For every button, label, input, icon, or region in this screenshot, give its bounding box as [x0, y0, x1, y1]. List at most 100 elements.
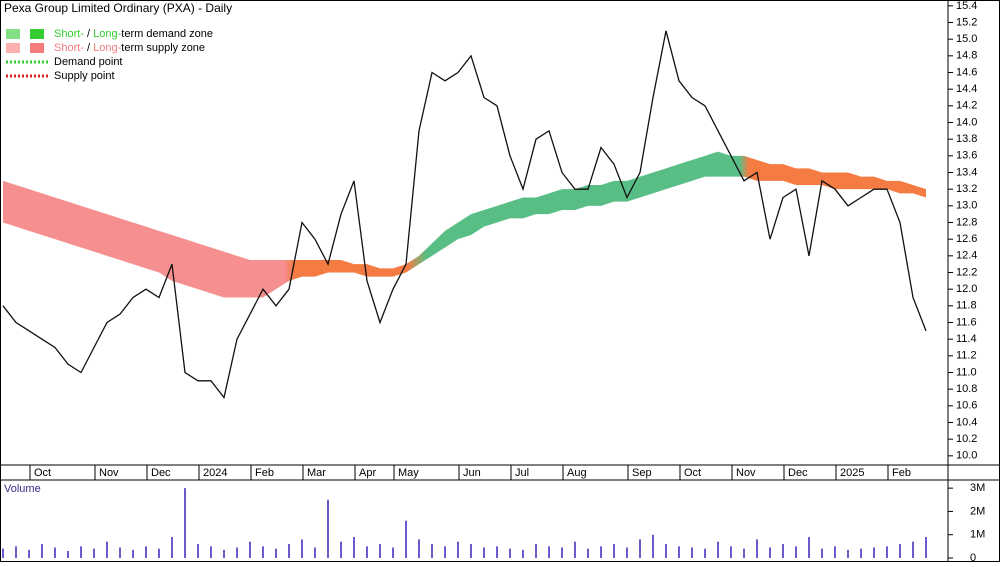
y-tick-label: 12.2 [956, 266, 977, 278]
price-line [2, 30, 927, 399]
y-tick-label: 14.4 [956, 83, 977, 95]
y-tick-label: 11.6 [956, 316, 977, 328]
volume-bar [457, 541, 459, 558]
volume-bar [756, 539, 758, 558]
volume-bar [301, 539, 303, 558]
volume-bar [54, 547, 56, 558]
legend-swatch [6, 29, 20, 39]
long-term-zone [3, 151, 926, 298]
y-tick-label: 12.0 [956, 283, 977, 295]
volume-bar [548, 546, 550, 558]
y-tick-label: 13.0 [956, 200, 977, 212]
volume-bar [379, 544, 381, 558]
y-tick-label: 12.8 [956, 216, 977, 228]
volume-bar [561, 547, 563, 558]
legend-swatch [30, 43, 44, 53]
legend-part: term demand zone [121, 28, 213, 40]
legend-text: Short- / Long-term demand zone [54, 28, 213, 40]
y-tick-label: 14.8 [956, 50, 977, 62]
x-tick-label: Dec [788, 467, 808, 479]
x-tick-label: Apr [359, 467, 376, 479]
y-tick-label: 1M [970, 529, 985, 541]
volume-bar [444, 546, 446, 558]
y-tick-label: 14.2 [956, 100, 977, 112]
y-tick-label: 13.8 [956, 133, 977, 145]
volume-bar [132, 549, 134, 558]
volume-bar [535, 544, 537, 558]
volume-bar [470, 544, 472, 558]
y-tick-label: 0 [970, 552, 976, 562]
volume-bar [184, 488, 186, 558]
y-tick-label: 10.2 [956, 433, 977, 445]
x-tick-label: Oct [34, 467, 51, 479]
x-tick-label: Jun [463, 467, 481, 479]
volume-bar [730, 546, 732, 558]
volume-bar [145, 546, 147, 558]
legend-swatch [6, 43, 20, 53]
panel-title: Volume [4, 483, 41, 495]
legend-part: / [84, 42, 93, 54]
volume-bar [717, 541, 719, 558]
y-tick-label: 10.0 [956, 450, 977, 462]
volume-bar [704, 548, 706, 558]
x-tick-label: Mar [307, 467, 326, 479]
y-tick-label: 15.0 [956, 33, 977, 45]
volume-bar [392, 547, 394, 558]
legend-part: / [84, 28, 93, 40]
legend-part: Short- [54, 28, 84, 40]
volume-bar [119, 547, 121, 558]
volume-bar [587, 548, 589, 558]
volume-bar [80, 546, 82, 558]
volume-bar [171, 537, 173, 558]
y-tick-label: 10.4 [956, 416, 977, 428]
volume-bar [574, 541, 576, 558]
y-tick-label: 13.6 [956, 150, 977, 162]
y-tick-label: 15.2 [956, 16, 977, 28]
volume-bar [314, 547, 316, 558]
y-tick-label: 11.8 [956, 300, 977, 312]
y-tick-label: 2M [970, 505, 985, 517]
volume-bar [106, 541, 108, 558]
volume-bar [288, 544, 290, 558]
volume-bar [782, 544, 784, 558]
volume-bar [275, 548, 277, 558]
volume-bar [639, 539, 641, 558]
volume-bar [522, 549, 524, 558]
y-tick-label: 3M [970, 482, 985, 494]
legend-part: Short- [54, 42, 84, 54]
x-tick-label: Dec [151, 467, 171, 479]
x-tick-label: Nov [99, 467, 119, 479]
volume-bar [327, 499, 329, 558]
volume-bar [236, 547, 238, 558]
legend-part: Long- [93, 42, 121, 54]
x-tick-label: Jul [515, 467, 529, 479]
volume-bar [93, 548, 95, 558]
volume-bar [28, 549, 30, 558]
y-tick-label: 12.4 [956, 250, 977, 262]
volume-bar [795, 546, 797, 558]
volume-bar [860, 548, 862, 558]
volume-bar [223, 549, 225, 558]
x-tick-label: 2024 [203, 467, 227, 479]
volume-bar [210, 546, 212, 558]
x-tick-label: May [398, 467, 419, 479]
y-tick-label: 13.4 [956, 166, 977, 178]
volume-bar [262, 546, 264, 558]
volume-bar [405, 520, 407, 558]
volume-bar [197, 544, 199, 558]
volume-bar [41, 544, 43, 558]
y-tick-label: 14.0 [956, 116, 977, 128]
volume-bar [743, 548, 745, 558]
x-tick-label: Aug [567, 467, 587, 479]
y-tick-label: 13.2 [956, 183, 977, 195]
legend-part: Supply point [54, 70, 115, 82]
volume-bar [418, 539, 420, 558]
volume-bar [626, 547, 628, 558]
volume-bar [353, 537, 355, 558]
volume-bar [847, 549, 849, 558]
volume-bar [678, 546, 680, 558]
volume-bar [912, 541, 914, 558]
volume-bar [613, 544, 615, 558]
volume-bar [15, 546, 17, 558]
